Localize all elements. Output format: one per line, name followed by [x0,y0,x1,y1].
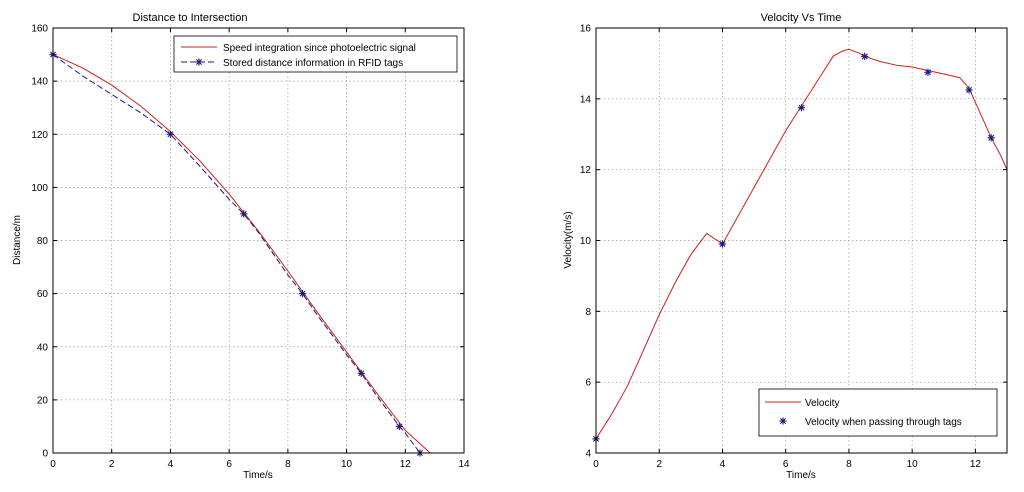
series-1-point [240,210,248,218]
series-1-point [357,369,365,377]
legend-marker-rfid-distance [195,58,203,66]
x-tick-label: 8 [285,459,291,470]
series-1-point [924,68,932,76]
x-axis-label: Time/s [243,470,273,481]
series-1-point [166,130,175,138]
legend-star-mark [779,417,787,425]
y-tick-label: 120 [31,130,48,141]
chart-velocity: Velocity Vs Time 0 2 4 6 8 10 12 4 6 8 10 12 14 16 Ti… [563,12,1008,481]
x-tick-label: 0 [593,459,599,470]
series-1-point [718,240,727,248]
y-tick-label: 6 [585,378,591,389]
legend-label-rfid-distance: Stored distance information in RFID tags [223,58,403,69]
legend-star-mark [195,58,203,66]
x-tick-label: 10 [907,459,919,470]
x-tick-label: 12 [400,459,412,470]
series-1-line [52,54,421,454]
legend-label-velocity-tags: Velocity when passing through tags [805,417,962,428]
series-1-point [861,52,869,60]
legend: Speed integration since photoelectric si… [173,35,458,73]
y-tick-label: 0 [42,449,48,460]
chart-title: Velocity Vs Time [761,12,842,24]
x-tick-label: 4 [720,459,726,470]
chart-distance: Distance to Intersection 0 2 4 6 8 10 12 140204… [12,12,470,481]
y-tick-label: 14 [580,94,592,105]
y-tick-label: 8 [585,307,591,318]
series-1-point [797,104,806,112]
y-tick-label: 12 [580,165,592,176]
y-axis-label: Velocity(m/s) [563,211,574,268]
y-tick-label: 140 [31,77,48,88]
y-tick-label: 4 [585,449,591,460]
legend-box [758,388,998,437]
y-tick-label: 160 [31,24,48,35]
x-tick-label: 0 [50,459,56,470]
y-tick-label: 60 [37,289,49,300]
legend-box [173,35,458,73]
y-axis-label: Distance/m [12,215,23,265]
x-tick-label: 10 [341,459,353,470]
grid [53,28,464,453]
x-axis-label: Time/s [786,470,816,481]
x-tick-label: 14 [458,459,470,470]
y-tick-label: 10 [580,236,592,247]
chart-title: Distance to Intersection [133,12,248,24]
y-tick-label: 100 [31,183,48,194]
series-0-line [595,48,1008,440]
y-tick-label: 16 [580,24,592,35]
x-tick-label: 4 [168,459,174,470]
y-tick-label: 40 [37,342,49,353]
legend-marker-velocity-tags [779,417,787,425]
legend-label-velocity: Velocity [805,398,839,409]
y-tick-label: 80 [37,236,49,247]
series-1-point [298,290,307,298]
x-tick-label: 8 [846,459,852,470]
series-1-point [965,86,973,94]
legend-label-speed-integration: Speed integration since photoelectric si… [223,43,416,54]
series-1-point [987,134,995,142]
x-tick-label: 6 [783,459,789,470]
legend: Velocity Velocity when passing through t… [758,388,998,437]
x-tick-label: 12 [970,459,982,470]
x-tick-label: 2 [656,459,662,470]
tick-labels: 0 2 4 6 8 10 12 4 6 8 10 12 14 16 [580,24,1007,470]
y-tick-label: 20 [37,395,49,406]
x-tick-label: 2 [109,459,115,470]
x-tick-label: 6 [226,459,232,470]
series-1-point [395,422,404,431]
